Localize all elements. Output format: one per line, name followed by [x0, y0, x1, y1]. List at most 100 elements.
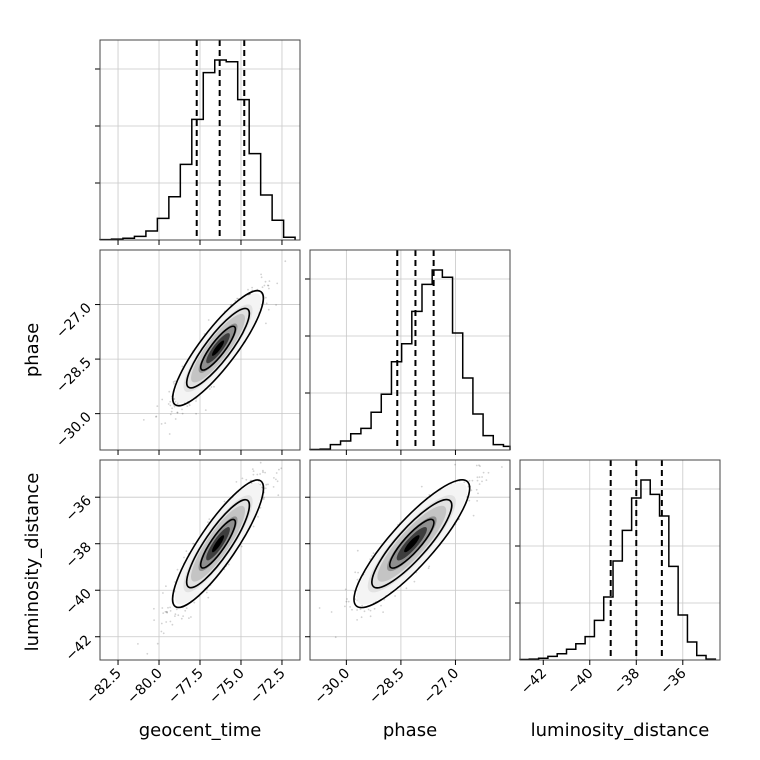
x-label-luminosity-distance: luminosity_distance	[531, 720, 710, 741]
scatter-point	[318, 607, 321, 609]
scatter-point	[264, 487, 267, 490]
scatter-point	[346, 598, 348, 600]
scatter-point	[166, 611, 169, 613]
scatter-point	[161, 607, 164, 609]
scatter-point	[165, 610, 168, 613]
scatter-point	[371, 555, 373, 557]
scatter-point	[195, 400, 197, 402]
joint-panel-phase_vs_geocent_time: −30.0 −28.5 −27.0	[53, 249, 301, 455]
scatter-point	[181, 408, 183, 411]
joint-inner	[318, 463, 503, 639]
scatter-point	[382, 611, 384, 613]
scatter-point	[356, 578, 359, 581]
scatter-point	[182, 615, 185, 617]
hist-step-luminosity_distance	[519, 479, 717, 661]
scatter-point	[156, 405, 159, 407]
scatter-point	[160, 423, 163, 425]
x-tick-label: −28.5	[366, 666, 408, 708]
scatter-point	[261, 486, 263, 489]
scatter-point	[186, 405, 189, 407]
hist-panel-phase	[305, 249, 511, 455]
scatter-point	[167, 403, 170, 405]
scatter-point	[169, 413, 172, 416]
scatter-point	[267, 284, 270, 287]
contour-2	[371, 498, 453, 589]
scatter-point	[428, 494, 431, 496]
x-tick-label: −80.0	[124, 666, 166, 708]
scatter-point	[477, 492, 479, 495]
scatter-point	[155, 415, 158, 418]
scatter-point	[160, 630, 163, 633]
scatter-point	[170, 410, 173, 413]
scatter-point	[240, 545, 243, 548]
scatter-point	[177, 614, 180, 617]
scatter-point	[454, 463, 456, 466]
scatter-point	[174, 418, 177, 420]
scatter-point	[463, 481, 466, 484]
y-tick-label: −38	[63, 539, 95, 571]
scatter-point	[169, 610, 172, 612]
scatter-point	[204, 409, 207, 411]
scatter-point	[181, 412, 184, 415]
scatter-point	[164, 422, 167, 424]
scatter-point	[260, 273, 262, 276]
scatter-point	[168, 390, 171, 393]
scatter-point	[169, 606, 172, 609]
x-tick-label: −30.0	[312, 666, 354, 708]
scatter-point	[276, 480, 279, 483]
scatter-point	[345, 600, 348, 603]
scatter-point	[428, 565, 431, 568]
scatter-point	[262, 469, 264, 472]
scatter-point	[247, 288, 249, 291]
scatter-point	[264, 280, 267, 283]
x-tick-label: −27.0	[421, 666, 463, 708]
scatter-point	[174, 400, 177, 403]
scatter-point	[259, 506, 262, 509]
x-tick-label: −75.0	[206, 666, 248, 708]
scatter-point	[467, 485, 470, 488]
scatter-point	[478, 483, 481, 485]
contour-1	[353, 479, 471, 609]
scatter-point	[173, 383, 176, 385]
scatter-point	[369, 615, 372, 618]
scatter-point	[482, 471, 485, 474]
scatter-point	[166, 611, 169, 614]
scatter-point	[363, 610, 366, 613]
hist-step-geocent_time	[99, 59, 296, 241]
scatter-point	[223, 500, 226, 503]
scatter-point	[272, 486, 275, 488]
scatter-point	[192, 542, 195, 545]
scatter-point	[162, 592, 164, 594]
scatter-point	[180, 617, 183, 620]
scatter-point	[169, 620, 172, 623]
scatter-point	[168, 433, 171, 435]
hist-panel-bg	[520, 460, 720, 660]
scatter-point	[268, 287, 270, 290]
scatter-point	[475, 488, 478, 491]
y-tick-label: −27.0	[53, 300, 95, 342]
scatter-point	[137, 643, 139, 645]
x-tick-label: −82.5	[83, 666, 125, 708]
scatter-point	[174, 615, 176, 617]
scatter-point	[153, 607, 155, 610]
joint-panel-luminosity_distance_vs_geocent_time: −82.5 −80.0 −77.5 −75.0 −72.5 −42 −40 −38 −36	[63, 459, 301, 708]
scatter-point	[478, 476, 481, 478]
scatter-point	[169, 400, 172, 403]
scatter-point	[176, 402, 179, 405]
scatter-point	[260, 276, 263, 279]
scatter-point	[205, 591, 208, 594]
y-tick-label: −30.0	[53, 409, 95, 451]
scatter-point	[267, 284, 269, 287]
scatter-point	[367, 608, 370, 611]
y-label-phase: phase	[22, 323, 43, 377]
scatter-point	[354, 571, 357, 574]
scatter-point	[476, 476, 479, 479]
scatter-point	[185, 607, 188, 609]
scatter-point	[405, 587, 408, 590]
scatter-point	[284, 260, 287, 263]
density-level	[211, 340, 225, 356]
scatter-point	[356, 619, 358, 621]
scatter-point	[476, 479, 479, 482]
scatter-point	[481, 476, 483, 478]
joint-panel-luminosity_distance_vs_phase: −30.0 −28.5 −27.0	[305, 459, 511, 708]
